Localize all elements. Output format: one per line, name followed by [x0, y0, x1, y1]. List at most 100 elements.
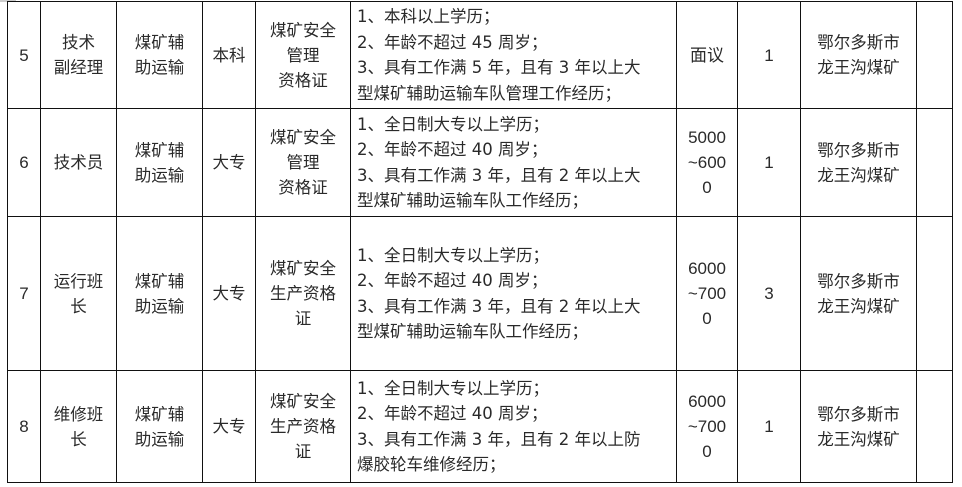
education-cell: 本科 — [202, 1, 256, 109]
department-cell: 煤矿辅 助运输 — [116, 108, 203, 217]
salary-cell-line: 0 — [702, 309, 712, 328]
requirements-cell-line: 1、全日制大专以上学历； — [357, 378, 549, 398]
location-cell-line: 龙王沟煤矿 — [817, 296, 900, 316]
certificate-cell-line: 证 — [294, 309, 312, 328]
department-cell-line: 助运输 — [134, 429, 185, 449]
requirements-cell: 1、全日制大专以上学历； 2、年龄不超过 40 周岁； 3、具有工作满 3 年，且有… — [350, 370, 677, 483]
department-cell: 煤矿辅 助运输 — [116, 216, 203, 371]
department-cell-line: 助运输 — [134, 296, 185, 316]
count-cell: 1 — [737, 370, 801, 483]
row-number: 5 — [7, 1, 41, 109]
department-cell: 煤矿辅 助运输 — [116, 1, 203, 109]
position-cell-line: 维修班 — [53, 404, 104, 424]
requirements-cell-line: 型煤矿辅助运输车队管理工作经历； — [357, 83, 621, 103]
row-number: 6 — [7, 108, 41, 217]
table-row: 5 技术 副经理 煤矿辅 助运输 本科 煤矿安全 管理 资格证 1、本科以上学历； 2、年龄不超过 … — [7, 1, 953, 109]
salary-cell-line: ~700 — [687, 284, 727, 303]
requirements-cell-line: 1、本科以上学历； — [357, 7, 500, 26]
requirements-cell-line: 1、全日制大专以上学历； — [357, 114, 549, 134]
salary-cell: 6000 ~700 0 — [676, 370, 738, 483]
department-cell-line: 煤矿辅 — [134, 271, 185, 291]
education-cell: 大专 — [202, 370, 256, 483]
requirements-cell-line: 型煤矿辅助运输车队工作经历； — [357, 191, 588, 210]
education-cell: 大专 — [202, 216, 256, 371]
row-number: 7 — [7, 216, 41, 371]
requirements-cell-line: 3、具有工作满 5 年，且有 3 年以上大 — [357, 58, 641, 77]
note-cell — [916, 1, 953, 109]
location-cell-line: 鄂尔多斯市 — [817, 33, 900, 52]
education-cell: 大专 — [202, 108, 256, 217]
requirements-cell: 1、全日制大专以上学历； 2、年龄不超过 40 周岁； 3、具有工作满 3 年，且有… — [350, 108, 677, 217]
location-cell-line: 龙王沟煤矿 — [817, 165, 900, 185]
certificate-cell-line: 生产资格 — [270, 417, 336, 436]
salary-cell-line: 面议 — [690, 45, 724, 65]
department-cell-line: 助运输 — [134, 165, 185, 185]
position-cell-line: 长 — [70, 296, 87, 316]
requirements-cell-line: 2、年龄不超过 40 周岁； — [357, 140, 548, 159]
row-number: 8 — [7, 370, 41, 483]
location-cell-line: 鄂尔多斯市 — [817, 140, 900, 160]
location-cell: 鄂尔多斯市龙王沟煤矿 — [800, 1, 917, 109]
department-cell-line: 助运输 — [134, 58, 185, 77]
note-cell — [916, 216, 953, 371]
salary-cell-line: 6000 — [688, 259, 726, 278]
location-cell: 鄂尔多斯市龙王沟煤矿 — [800, 370, 917, 483]
table-row: 6 技术员 煤矿辅 助运输 大专 煤矿安全 管理 资格证 1、全日制大专以上学历； 2、年龄不超过… — [7, 108, 953, 217]
note-cell — [916, 370, 953, 483]
certificate-cell-line: 煤矿安全 — [270, 259, 336, 278]
salary-cell: 5000 ~600 0 — [676, 108, 738, 217]
location-cell-line: 龙王沟煤矿 — [817, 429, 900, 449]
certificate-cell: 煤矿安全 管理 资格证 — [255, 108, 351, 217]
count-cell: 1 — [737, 1, 801, 109]
certificate-cell-line: 生产资格 — [270, 284, 336, 303]
certificate-cell: 煤矿安全 生产资格证 — [255, 216, 351, 371]
requirements-cell-line: 3、具有工作满 3 年，且有 2 年以上大 — [357, 165, 641, 185]
salary-cell-line: 0 — [702, 178, 712, 197]
job-table: 5 技术 副经理 煤矿辅 助运输 本科 煤矿安全 管理 资格证 1、本科以上学历； 2、年龄不超过 … — [7, 1, 953, 483]
note-cell — [916, 108, 953, 217]
location-cell-line: 鄂尔多斯市 — [817, 404, 900, 424]
position-cell: 技术员 — [40, 108, 117, 217]
requirements-cell-line: 1、全日制大专以上学历； — [357, 245, 549, 265]
position-cell-line: 技术 — [62, 33, 95, 52]
table-row: 8 维修班长煤矿辅 助运输 大专 煤矿安全 生产资格证 1、全日制大专以上学历； 2、年龄不超… — [7, 370, 953, 483]
location-cell-line: 鄂尔多斯市 — [817, 271, 900, 291]
certificate-cell-line: 煤矿安全 — [270, 128, 336, 147]
position-cell: 技术 副经理 — [40, 1, 117, 109]
salary-cell-line: ~600 — [687, 153, 727, 172]
requirements-cell-line: 爆胶轮车维修经历； — [357, 455, 506, 474]
salary-cell-line: 0 — [702, 442, 712, 461]
requirements-cell: 1、本科以上学历； 2、年龄不超过 45 周岁； 3、具有工作满 5 年，且有 3 … — [350, 1, 677, 109]
salary-cell-line: 6000 — [688, 392, 726, 411]
salary-cell: 面议 — [676, 1, 738, 109]
table-row: 7 运行班长煤矿辅 助运输 大专 煤矿安全 生产资格证 1、全日制大专以上学历； 2、年龄不超… — [7, 216, 953, 371]
certificate-cell-line: 煤矿安全 — [270, 392, 336, 411]
department-cell: 煤矿辅 助运输 — [116, 370, 203, 483]
certificate-cell: 煤矿安全 生产资格证 — [255, 370, 351, 483]
department-cell-line: 煤矿辅 — [134, 404, 185, 424]
position-cell-line: 运行班 — [53, 271, 104, 291]
certificate-cell-line: 管理 — [286, 153, 320, 172]
position-cell-line: 长 — [70, 429, 87, 449]
requirements-cell-line: 3、具有工作满 3 年，且有 2 年以上防 — [357, 429, 641, 449]
requirements-cell-line: 型煤矿辅助运输车队工作经历； — [357, 322, 588, 341]
department-cell-line: 煤矿辅 — [134, 140, 185, 160]
location-cell: 鄂尔多斯市龙王沟煤矿 — [800, 216, 917, 371]
position-cell-line: 副经理 — [53, 58, 104, 77]
position-cell: 运行班长 — [40, 216, 117, 371]
requirements-cell-line: 3、具有工作满 3 年，且有 2 年以上大 — [357, 296, 641, 316]
certificate-cell-line: 资格证 — [278, 70, 328, 90]
location-cell-line: 龙王沟煤矿 — [817, 58, 900, 77]
certificate-cell-line: 煤矿安全 — [270, 20, 336, 40]
salary-cell: 6000 ~700 0 — [676, 216, 738, 371]
requirements-cell-line: 2、年龄不超过 45 周岁； — [357, 32, 548, 52]
requirements-cell: 1、全日制大专以上学历； 2、年龄不超过 40 周岁； 3、具有工作满 3 年，且有… — [350, 216, 677, 371]
position-cell: 维修班长 — [40, 370, 117, 483]
position-cell-line: 技术员 — [53, 153, 104, 172]
certificate-cell: 煤矿安全 管理 资格证 — [255, 1, 351, 109]
salary-cell-line: 5000 — [688, 128, 726, 147]
location-cell: 鄂尔多斯市龙王沟煤矿 — [800, 108, 917, 217]
salary-cell-line: ~700 — [687, 417, 727, 436]
count-cell: 3 — [737, 216, 801, 371]
requirements-cell-line: 2、年龄不超过 40 周岁； — [357, 271, 548, 290]
